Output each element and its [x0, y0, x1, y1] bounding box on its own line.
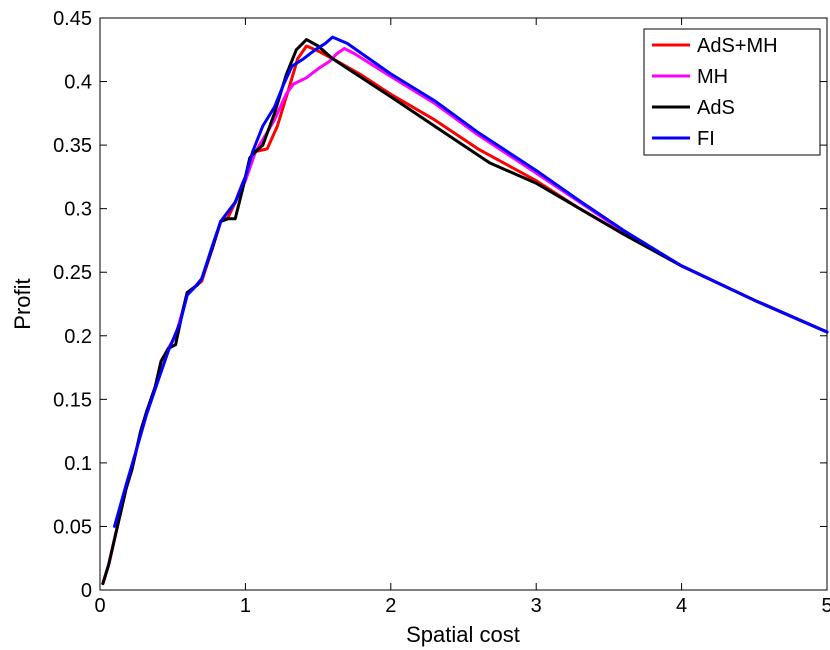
series-line-fi [113, 35, 829, 528]
legend-label-ads: AdS [697, 97, 735, 119]
x-tick-label: 0 [94, 595, 105, 617]
y-tick-label: 0.2 [64, 326, 92, 348]
y-axis-label: Profit [10, 278, 35, 329]
x-axis-label: Spatial cost [406, 622, 520, 647]
y-tick-label: 0 [81, 580, 92, 602]
y-tick-label: 0.25 [53, 262, 92, 284]
legend: AdS+MH MH AdS FI [643, 28, 821, 156]
y-tick-label: 0.35 [53, 135, 92, 157]
y-tick-label: 0.4 [64, 72, 92, 94]
legend-label-mh: MH [697, 66, 728, 88]
series-layer [101, 35, 829, 586]
y-tick-label: 0.3 [64, 199, 92, 221]
tick-layer: 0 1 2 3 4 5 0 0.05 0.1 0.15 0.2 0.25 0.3 0.35 0.4 0.45 [53, 8, 830, 617]
legend-label-ads-mh: AdS+MH [697, 35, 778, 57]
x-tick-label: 2 [385, 595, 396, 617]
legend-box [643, 28, 821, 156]
x-tick-label: 4 [676, 595, 687, 617]
legend-items: AdS+MH MH AdS FI [652, 35, 778, 150]
legend-label-fi: FI [697, 128, 715, 150]
x-tick-label: 1 [240, 595, 251, 617]
y-tick-label: 0.1 [64, 453, 92, 475]
x-tick-label: 3 [531, 595, 542, 617]
y-tick-label: 0.45 [53, 8, 92, 30]
y-tick-label: 0.15 [53, 389, 92, 411]
x-tick-label: 5 [821, 595, 830, 617]
y-tick-label: 0.05 [53, 516, 92, 538]
